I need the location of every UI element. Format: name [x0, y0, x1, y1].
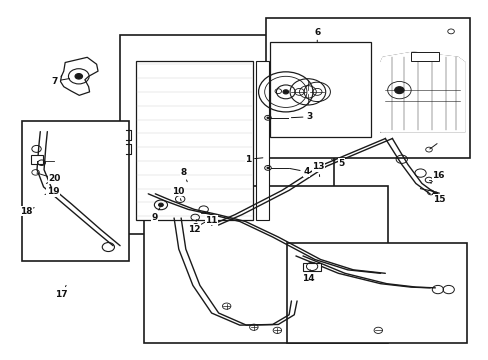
Text: 19: 19 [45, 187, 59, 196]
Circle shape [75, 73, 82, 79]
Circle shape [432, 192, 437, 195]
Polygon shape [380, 52, 464, 132]
Text: 10: 10 [171, 186, 183, 201]
Bar [303, 263, 320, 271]
Bar [21, 121, 129, 261]
Text: 17: 17 [55, 285, 68, 298]
Polygon shape [61, 57, 98, 95]
Text: 6: 6 [313, 28, 320, 42]
Text: 3: 3 [291, 112, 312, 121]
Text: 14: 14 [302, 270, 314, 283]
Circle shape [394, 87, 403, 94]
Bar [120, 35, 333, 234]
Text: 15: 15 [431, 194, 445, 203]
Bar [135, 61, 252, 220]
Circle shape [266, 117, 268, 118]
Text: 4: 4 [289, 167, 309, 176]
Bar [31, 155, 42, 165]
Text: 5: 5 [331, 159, 344, 168]
Bar [265, 18, 469, 158]
Text: 1: 1 [244, 155, 263, 164]
Bar [255, 61, 268, 220]
Circle shape [158, 203, 163, 207]
Bar [410, 52, 438, 61]
Bar [143, 186, 387, 343]
Text: 8: 8 [180, 168, 187, 182]
Circle shape [283, 90, 288, 94]
Text: 11: 11 [204, 212, 218, 225]
Text: 20: 20 [46, 175, 61, 184]
Text: 9: 9 [151, 208, 160, 222]
Circle shape [266, 167, 268, 168]
Bar [286, 243, 467, 343]
Text: 12: 12 [187, 220, 200, 234]
Text: 18: 18 [20, 207, 34, 216]
Bar [270, 42, 370, 137]
Text: 13: 13 [312, 162, 324, 176]
Text: 16: 16 [430, 171, 444, 184]
Text: 2: 2 [192, 221, 206, 232]
Text: 7: 7 [52, 77, 69, 86]
